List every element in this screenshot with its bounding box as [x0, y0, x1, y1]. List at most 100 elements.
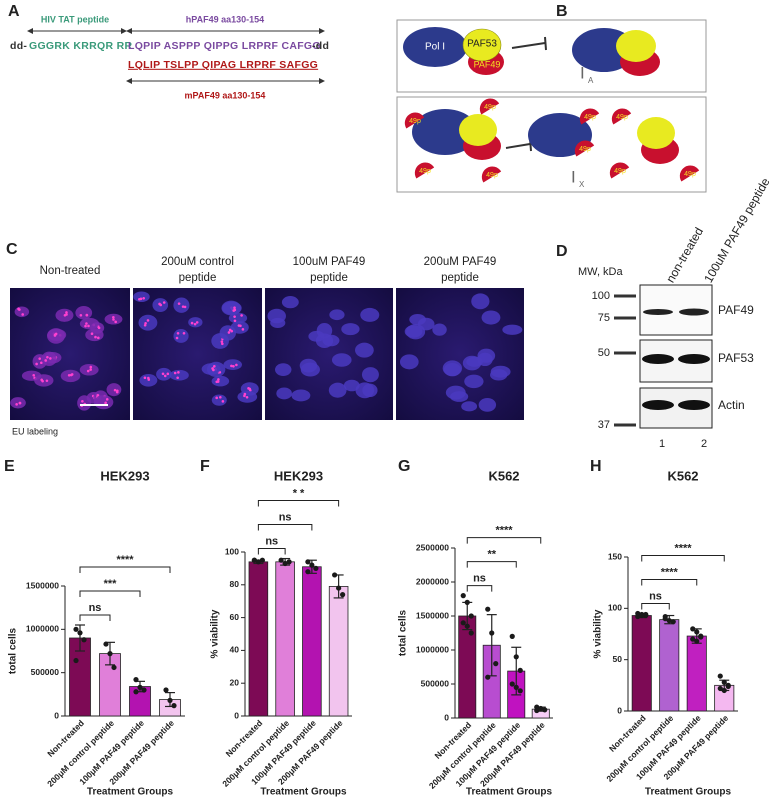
nucleolus — [65, 311, 68, 314]
panel-label: G — [398, 458, 410, 475]
data-point — [171, 703, 177, 709]
nucleolus — [38, 357, 42, 360]
nucleolus — [90, 332, 94, 336]
nucleolus — [53, 334, 57, 337]
nucleolus — [233, 315, 236, 318]
nucleus — [10, 397, 26, 409]
chart-title: HEK293 — [274, 468, 323, 483]
significance-bracket — [466, 561, 517, 568]
significance-label: **** — [661, 566, 679, 578]
nucleus — [322, 334, 340, 347]
significance-bracket — [257, 548, 286, 555]
data-point — [460, 620, 466, 626]
nucleolus — [240, 314, 243, 317]
data-point — [309, 562, 315, 568]
data-point — [305, 569, 311, 575]
data-point — [509, 681, 515, 687]
nucleolus — [233, 306, 236, 309]
nucleolus — [143, 376, 147, 380]
nucleolus — [235, 363, 238, 367]
condition-label: Non-treated — [40, 265, 101, 277]
data-point — [690, 626, 696, 632]
significance-label: *** — [104, 578, 118, 590]
band — [679, 308, 709, 316]
nucleus — [442, 360, 463, 377]
nucleolus — [105, 398, 109, 401]
nucleolus — [21, 313, 24, 316]
data-point — [133, 677, 139, 683]
nucleolus — [182, 331, 186, 335]
fragment-label: 49p — [616, 114, 628, 121]
data-point — [698, 634, 704, 640]
bar — [659, 619, 680, 712]
significance-bracket — [257, 524, 313, 531]
paf53 — [637, 117, 675, 149]
nucleus — [481, 310, 501, 325]
data-point — [468, 613, 474, 619]
paf53-label: PAF53 — [467, 39, 497, 50]
chart-title: HEK293 — [100, 468, 149, 483]
nucleus — [331, 353, 352, 367]
nucleolus — [146, 319, 150, 322]
nucleolus — [195, 321, 199, 324]
band — [642, 400, 674, 410]
y-axis-label: total cells — [8, 628, 19, 675]
nucleolus — [89, 368, 92, 371]
significance-bracket — [79, 590, 141, 597]
nucleolus — [18, 401, 22, 405]
data-point — [107, 651, 113, 657]
paf53 — [459, 114, 497, 146]
data-point — [340, 592, 346, 598]
nucleolus — [85, 313, 89, 317]
tat-seq: GGGRK KRRQR RR — [29, 40, 132, 52]
mw-label: MW, kDa — [578, 266, 623, 278]
nucleus — [478, 397, 497, 412]
band — [643, 309, 673, 315]
lane-label: non-treated — [663, 225, 706, 285]
data-point — [717, 673, 723, 679]
inhibit — [511, 42, 546, 49]
y-tick-label: 1000000 — [416, 644, 449, 654]
data-point — [282, 560, 288, 567]
data-point — [694, 629, 700, 635]
nucleolus — [81, 400, 84, 403]
y-tick-label: 20 — [230, 677, 240, 687]
condition-label: peptide — [179, 272, 217, 284]
nucleolus — [44, 359, 47, 362]
data-point — [485, 606, 491, 612]
nucleolus — [115, 390, 119, 394]
nucleus — [276, 387, 292, 400]
data-point — [509, 633, 515, 640]
significance-bracket — [79, 614, 111, 621]
data-point — [670, 619, 676, 625]
bar — [631, 615, 652, 712]
data-point — [81, 637, 87, 643]
inhibit — [544, 36, 547, 51]
nucleolus — [243, 394, 246, 398]
y-tick-label: 0 — [444, 712, 449, 722]
nucleolus — [221, 400, 225, 403]
data-point — [517, 688, 523, 694]
nucleolus — [239, 324, 242, 328]
inhibitor: I — [580, 63, 585, 82]
nucleolus — [232, 309, 236, 312]
significance-label: ns — [89, 602, 102, 614]
nucleolus — [177, 302, 181, 305]
data-point — [111, 664, 117, 671]
data-point — [534, 707, 540, 714]
nucleolus — [65, 313, 68, 316]
panel-label: D — [556, 243, 568, 260]
data-point — [141, 687, 147, 693]
nucleolus — [79, 313, 83, 317]
fragment-shape — [579, 108, 600, 125]
significance-bracket — [466, 537, 542, 544]
fragment-label: 49p — [579, 146, 591, 153]
nucleolus — [96, 393, 100, 397]
nucleolus — [217, 378, 220, 381]
nucleus — [34, 374, 54, 387]
bar — [275, 561, 295, 717]
significance-label: ns — [649, 590, 662, 602]
protein: PAF49 — [718, 303, 754, 317]
nucleolus — [161, 372, 165, 376]
